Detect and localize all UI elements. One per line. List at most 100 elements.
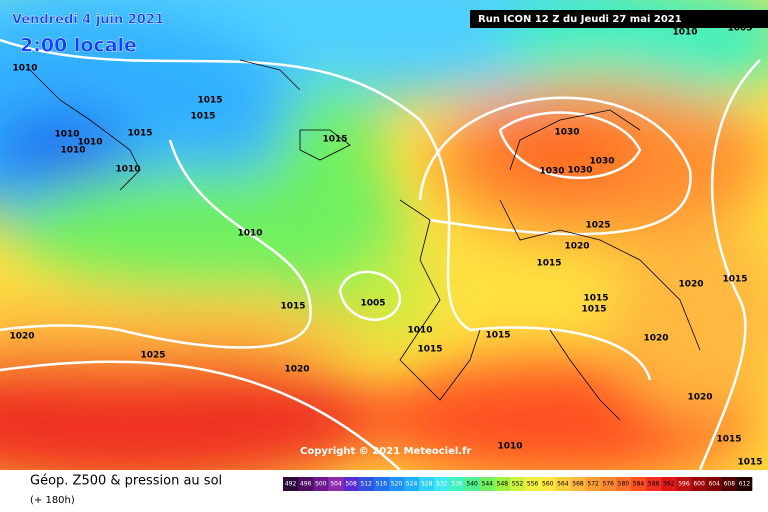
scale-swatch bbox=[298, 477, 314, 491]
scale-swatch bbox=[328, 477, 344, 491]
scale-swatch bbox=[676, 477, 692, 491]
scale-label: 584 bbox=[633, 481, 645, 488]
scale-label: 520 bbox=[391, 481, 403, 488]
scale-swatch bbox=[313, 477, 329, 491]
copyright: Copyright © 2021 Meteociel.fr bbox=[300, 446, 471, 457]
scale-swatch bbox=[358, 477, 375, 491]
isobar-label: 1010 bbox=[60, 146, 85, 156]
scale-label: 552 bbox=[512, 481, 524, 488]
isobar-label: 1010 bbox=[12, 64, 37, 74]
scale-label: 532 bbox=[436, 481, 448, 488]
scale-swatch bbox=[404, 477, 420, 491]
isobar-label: 1030 bbox=[539, 167, 564, 177]
scale-swatch bbox=[449, 477, 465, 491]
scale-swatch bbox=[525, 477, 541, 491]
isobar-label: 1020 bbox=[9, 332, 34, 342]
isobar-label: 1015 bbox=[197, 96, 222, 106]
isobar-label: 1010 bbox=[407, 326, 432, 336]
isobar-label: 1015 bbox=[485, 331, 510, 341]
scale-swatch bbox=[464, 477, 480, 491]
isobar-label: 1015 bbox=[536, 259, 561, 269]
isobar-label: 1025 bbox=[140, 351, 165, 361]
forecast-time: 2:00 locale bbox=[20, 35, 137, 57]
scale-label: 560 bbox=[542, 481, 554, 488]
run-banner bbox=[470, 10, 768, 28]
scale-swatch bbox=[585, 477, 602, 491]
isobar-label: 1005 bbox=[727, 24, 752, 34]
isobar-label: 1020 bbox=[564, 242, 589, 252]
isobar-label: 1015 bbox=[127, 129, 152, 139]
scale-label: 612 bbox=[739, 481, 751, 488]
legend-title: Géop. Z500 & pression au sol bbox=[30, 474, 222, 489]
scale-label: 580 bbox=[618, 481, 630, 488]
scale-swatch bbox=[509, 477, 526, 491]
isobar-label: 1005 bbox=[360, 299, 385, 309]
scale-swatch bbox=[494, 477, 511, 491]
scale-label: 596 bbox=[678, 481, 690, 488]
scale-swatch bbox=[343, 477, 359, 491]
scale-label: 556 bbox=[527, 481, 539, 488]
scale-label: 576 bbox=[603, 481, 615, 488]
scale-label: 508 bbox=[345, 481, 357, 488]
scale-label: 524 bbox=[406, 481, 418, 488]
scale-swatch bbox=[388, 477, 405, 491]
isobar-label: 1010 bbox=[77, 138, 102, 148]
isobar-label: 1015 bbox=[417, 345, 442, 355]
isobar-label: 1020 bbox=[284, 365, 309, 375]
run-info: Run ICON 12 Z du Jeudi 27 mai 2021 bbox=[478, 14, 682, 25]
scale-label: 536 bbox=[451, 481, 463, 488]
scale-label: 516 bbox=[376, 481, 388, 488]
color-scale: 492 496 500 504 508 512 516 520 524 528 532 536 540 5… bbox=[283, 477, 753, 491]
scale-swatch bbox=[479, 477, 496, 491]
isobar-label: 1030 bbox=[567, 166, 592, 176]
scale-swatch bbox=[600, 477, 617, 491]
isobar-label: 1010 bbox=[54, 130, 79, 140]
isobar-label: 1010 bbox=[672, 28, 697, 38]
scale-label: 512 bbox=[360, 481, 372, 488]
scale-swatch bbox=[419, 477, 435, 491]
scale-label: 572 bbox=[587, 481, 599, 488]
isobar-label: 1020 bbox=[643, 334, 668, 344]
scale-swatch bbox=[721, 477, 738, 491]
scale-swatch bbox=[540, 477, 556, 491]
scale-label: 608 bbox=[724, 481, 736, 488]
isobar-label: 1030 bbox=[589, 157, 614, 167]
scale-label: 540 bbox=[466, 481, 478, 488]
scale-label: 544 bbox=[482, 481, 494, 488]
forecast-date: Vendredi 4 juin 2021 bbox=[12, 13, 164, 28]
isobar-label: 1020 bbox=[678, 280, 703, 290]
isobar-label: 1015 bbox=[581, 305, 606, 315]
scale-label: 496 bbox=[300, 481, 312, 488]
scale-label: 592 bbox=[663, 481, 675, 488]
scale-swatch bbox=[434, 477, 450, 491]
scale-swatch bbox=[736, 477, 753, 491]
scale-label: 568 bbox=[572, 481, 584, 488]
isobar-label: 1015 bbox=[190, 112, 215, 122]
isobar-label: 1010 bbox=[115, 165, 140, 175]
isobar-label: 1015 bbox=[716, 435, 741, 445]
scale-swatch bbox=[661, 477, 677, 491]
scale-label: 604 bbox=[708, 481, 720, 488]
isobar-label: 1020 bbox=[687, 393, 712, 403]
isobar-label: 1030 bbox=[554, 128, 579, 138]
isobar-label: 1015 bbox=[583, 294, 608, 304]
scale-swatch bbox=[570, 477, 586, 491]
isobar-label: 1025 bbox=[585, 221, 610, 231]
scale-swatch bbox=[646, 477, 662, 491]
scale-swatch bbox=[615, 477, 632, 491]
scale-label: 600 bbox=[693, 481, 705, 488]
isobar-label: 1015 bbox=[322, 135, 347, 145]
scale-swatch bbox=[691, 477, 707, 491]
scale-swatch bbox=[283, 477, 299, 491]
scale-label: 528 bbox=[421, 481, 433, 488]
legend-subtitle: (+ 180h) bbox=[30, 495, 75, 506]
field bbox=[0, 0, 768, 470]
scale-swatch bbox=[373, 477, 390, 491]
scale-label: 500 bbox=[315, 481, 327, 488]
scale-label: 564 bbox=[557, 481, 569, 488]
isobar-label: 1015 bbox=[737, 458, 762, 468]
isobar-label: 1010 bbox=[237, 229, 262, 239]
